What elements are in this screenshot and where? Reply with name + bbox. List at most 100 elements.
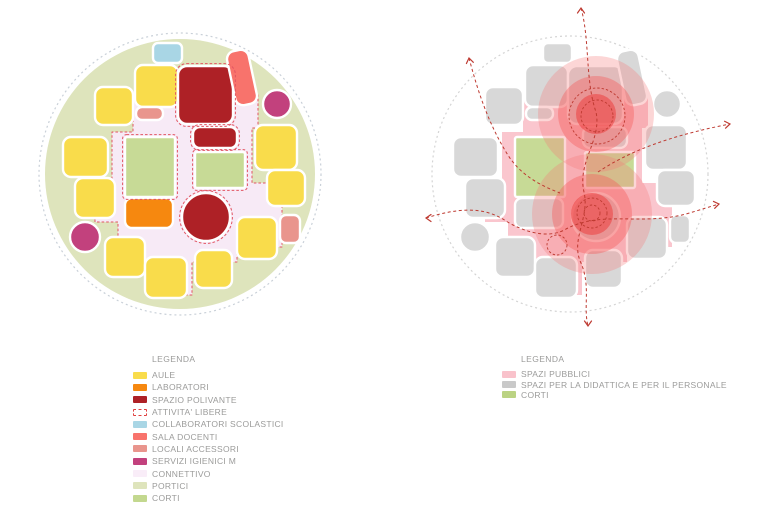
legend-item-label: COLLABORATORI SCOLASTICI	[152, 419, 284, 430]
legend-item: SPAZI PUBBLICI	[502, 369, 727, 379]
shape-sala-docenti	[615, 48, 649, 107]
shape-aula-basso-3	[583, 248, 624, 290]
shape-aula-top	[133, 63, 180, 109]
legend-swatch	[502, 381, 516, 389]
percorso-orizzontale-arrowhead-icon-0	[424, 213, 432, 223]
right-outer-dashed-circle	[431, 35, 709, 313]
shape-laboratorio	[123, 196, 175, 230]
legend-swatch	[133, 371, 147, 379]
legend-item-label: SPAZIO POLIVANTE	[152, 394, 237, 405]
shape-aula-sinistra-bassa	[463, 176, 507, 220]
diagram-left	[38, 32, 322, 316]
legend-item: SPAZI PER LA DIDATTICA E PER IL PERSONAL…	[502, 379, 727, 390]
percorso-nordovest-arrowhead-icon-0	[465, 56, 474, 65]
shape-aula-basso-2	[533, 255, 579, 300]
shape-aula-sinistra-alta	[93, 85, 135, 127]
percorso-orizzontale-arrowhead-icon-1	[712, 200, 721, 209]
legend-item-label: AULE	[152, 370, 176, 381]
shape-spazio-polivalente-grande	[176, 64, 235, 126]
legend-swatch	[133, 408, 147, 416]
legend-left: LEGENDA AULE LABORATORI SPAZIO POLIVANTE AT…	[133, 354, 284, 504]
shape-locali-accessori-orizz	[524, 105, 555, 122]
shape-aula-destra-bassa	[235, 215, 279, 261]
legend-item-label: SALA DOCENTI	[152, 431, 218, 442]
legend-swatch	[133, 433, 147, 441]
legend-swatch	[133, 482, 147, 490]
shape-collaboratori-scolastici	[151, 41, 184, 65]
legend-item-label: LOCALI ACCESSORI	[152, 443, 239, 454]
percorso-nordest-arrowhead-icon-0	[723, 120, 732, 129]
shape-aula-destra-alta	[643, 123, 689, 172]
legend-swatch	[133, 470, 147, 478]
dashed-outline-corte-1	[122, 134, 178, 200]
dashed-scribble-circle-3	[576, 197, 608, 229]
shape-aula-estrema-sinistra	[451, 135, 500, 179]
left-outer-dashed-circle	[38, 32, 322, 316]
legend-right: LEGENDA SPAZI PUBBLICI SPAZI PER LA DIDAT…	[502, 354, 727, 400]
shape-aula-sinistra-alta	[483, 85, 525, 127]
shape-servizi-igienici-basso	[68, 220, 102, 254]
shape-locali-accessori-vert	[668, 213, 692, 245]
legend-item: PORTICI	[133, 480, 284, 492]
legend-item: SERVIZI IGIENICI M	[133, 455, 284, 467]
shape-corte-2	[583, 150, 637, 190]
dashed-outline-corte-2	[192, 149, 248, 191]
legend-item: ATTIVITA' LIBERE	[133, 406, 284, 418]
legend-swatch	[133, 457, 147, 465]
shape-aula-basso-1	[493, 235, 537, 279]
shape-servizi-igienici-alto	[651, 88, 683, 120]
dashed-outline-spazio-polivalente-grande	[175, 63, 236, 127]
shape-aula-basso-2	[143, 255, 189, 300]
legend-item-label: SPAZI PER LA DIDATTICA E PER IL PERSONAL…	[521, 379, 727, 390]
dashed-outline-spazio-polivalente-cerchio	[179, 190, 233, 244]
shape-locali-accessori-orizz	[134, 105, 165, 122]
shape-spazio-polivalente-piccolo	[191, 125, 239, 150]
legend-item-label: CORTI	[152, 493, 180, 504]
legend-item: AULE	[133, 369, 284, 381]
legend-right-items: SPAZI PUBBLICI SPAZI PER LA DIDATTICA E P…	[502, 369, 727, 400]
legend-swatch	[502, 391, 516, 399]
legend-swatch	[133, 494, 147, 502]
dashed-outline-spazio-polivalente-piccolo	[190, 124, 240, 151]
shape-aula-basso-3	[193, 248, 234, 290]
percorso-nordovest-path	[468, 57, 561, 194]
legend-item: SALA DOCENTI	[133, 430, 284, 442]
shape-aula-estrema-sinistra	[61, 135, 110, 179]
shape-aula-destra-alta	[253, 123, 299, 172]
legend-item-label: LABORATORI	[152, 382, 210, 393]
legend-swatch	[133, 396, 147, 404]
legend-item-label: SERVIZI IGIENICI M	[152, 456, 237, 467]
legend-item: CORTI	[502, 390, 727, 400]
legend-swatch	[133, 383, 147, 391]
percorso-verticale-path	[577, 7, 598, 327]
shape-corte-2	[193, 150, 247, 190]
shape-aula-destra-bassa	[625, 215, 669, 261]
dashed-scribble-circle-4	[546, 234, 568, 256]
legend-right-title: LEGENDA	[521, 354, 565, 364]
shape-aula-basso-1	[103, 235, 147, 279]
percorso-orizzontale-path	[425, 203, 720, 235]
shape-collaboratori-scolastici	[541, 41, 574, 65]
shape-aula-sinistra-bassa	[73, 176, 117, 220]
shape-servizi-igienici-basso	[458, 220, 492, 254]
shape-spazio-polivalente-cerchio	[180, 191, 232, 243]
legend-item: CONNETTIVO	[133, 467, 284, 479]
legend-item-label: CONNETTIVO	[152, 468, 211, 479]
percorso-nordest-path	[597, 123, 731, 173]
legend-swatch	[502, 370, 516, 378]
legend-item: CORTI	[133, 492, 284, 504]
legend-left-title: LEGENDA	[152, 354, 196, 364]
percorso-verticale-arrowhead-icon-1	[583, 320, 593, 328]
shape-laboratorio	[513, 196, 565, 230]
legend-item-label: PORTICI	[152, 480, 189, 491]
dashed-scribble-circle-1	[568, 87, 626, 145]
legend-item: COLLABORATORI SCOLASTICI	[133, 418, 284, 430]
dashed-scribble-circle-2	[583, 204, 601, 222]
legend-item: SPAZIO POLIVANTE	[133, 394, 284, 406]
shape-servizi-igienici-alto	[261, 88, 293, 120]
legend-swatch	[133, 445, 147, 453]
percorso-verticale-arrowhead-icon-0	[576, 6, 586, 14]
shape-sala-docenti	[225, 48, 259, 107]
